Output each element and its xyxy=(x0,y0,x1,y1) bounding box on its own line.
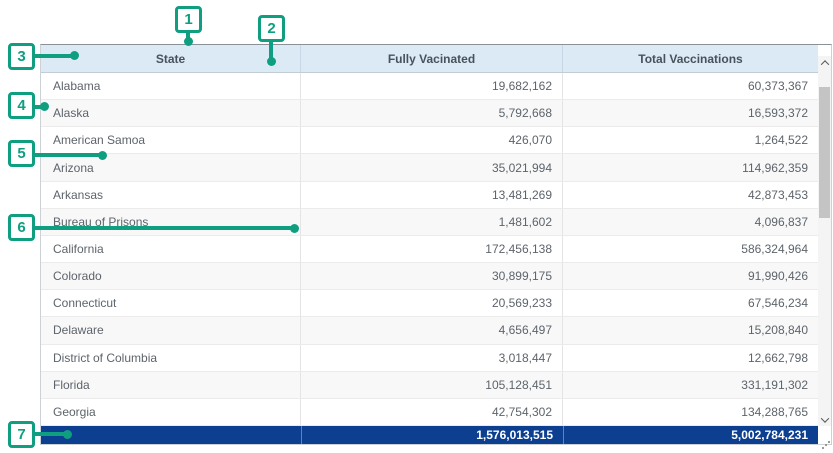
callout-4-number: 4 xyxy=(17,97,25,114)
state-cell: Colorado xyxy=(41,263,301,289)
fully-vaccinated-cell: 4,656,497 xyxy=(301,317,563,343)
total-vaccinations-cell: 42,873,453 xyxy=(563,182,818,208)
total-vaccinations-cell: 16,593,372 xyxy=(563,100,818,126)
state-cell: California xyxy=(41,236,301,262)
state-cell: Alabama xyxy=(41,73,301,99)
state-cell: Arizona xyxy=(41,154,301,180)
callout-1: 1 xyxy=(175,6,202,33)
fully-vaccinated-cell: 42,754,302 xyxy=(301,399,563,425)
state-cell: Delaware xyxy=(41,317,301,343)
summary-state-cell xyxy=(41,426,301,444)
table-row[interactable]: American Samoa426,0701,264,522 xyxy=(41,127,818,154)
summary-fully-vaccinated-cell: 1,576,013,515 xyxy=(301,426,563,444)
callout-4-dot xyxy=(40,102,49,111)
total-vaccinations-cell: 4,096,837 xyxy=(563,209,818,235)
callout-4: 4 xyxy=(8,92,35,119)
callout-7-line xyxy=(35,432,66,436)
callout-5-number: 5 xyxy=(17,145,25,162)
fully-vaccinated-cell: 13,481,269 xyxy=(301,182,563,208)
fully-vaccinated-cell: 5,792,668 xyxy=(301,100,563,126)
table-row[interactable]: Connecticut20,569,23367,546,234 xyxy=(41,290,818,317)
table-row[interactable]: Florida105,128,451331,191,302 xyxy=(41,372,818,399)
table-row[interactable]: District of Columbia3,018,44712,662,798 xyxy=(41,345,818,372)
callout-3: 3 xyxy=(8,43,35,70)
state-cell: American Samoa xyxy=(41,127,301,153)
total-vaccinations-cell: 60,373,367 xyxy=(563,73,818,99)
state-cell: Florida xyxy=(41,372,301,398)
fully-vaccinated-cell: 35,021,994 xyxy=(301,154,563,180)
fully-vaccinated-cell: 19,682,162 xyxy=(301,73,563,99)
total-vaccinations-cell: 114,962,359 xyxy=(563,154,818,180)
table-row[interactable]: Delaware4,656,49715,208,840 xyxy=(41,317,818,344)
vertical-scrollbar[interactable] xyxy=(818,56,831,426)
table-row[interactable]: Colorado30,899,17591,990,426 xyxy=(41,263,818,290)
fully-vaccinated-cell: 3,018,447 xyxy=(301,345,563,371)
callout-6-line xyxy=(35,226,291,230)
summary-row: 1,576,013,515 5,002,784,231 xyxy=(41,426,818,444)
callout-6: 6 xyxy=(8,214,35,241)
total-vaccinations-cell: 331,191,302 xyxy=(563,372,818,398)
chevron-up-icon xyxy=(820,60,828,68)
callout-3-number: 3 xyxy=(17,48,25,65)
fully-vaccinated-cell: 1,481,602 xyxy=(301,209,563,235)
annotated-table-screenshot: State Fully Vacinated Total Vaccinations… xyxy=(0,0,833,453)
total-vaccinations-cell: 15,208,840 xyxy=(563,317,818,343)
callout-3-line xyxy=(35,54,72,58)
callout-2: 2 xyxy=(258,15,285,42)
table-row[interactable]: Alaska5,792,66816,593,372 xyxy=(41,100,818,127)
callout-5: 5 xyxy=(8,140,35,167)
fully-vaccinated-cell: 426,070 xyxy=(301,127,563,153)
fully-vaccinated-cell: 105,128,451 xyxy=(301,372,563,398)
total-vaccinations-cell: 586,324,964 xyxy=(563,236,818,262)
callout-1-number: 1 xyxy=(184,11,192,28)
scroll-up-button[interactable] xyxy=(818,56,831,69)
callout-6-number: 6 xyxy=(17,219,25,236)
summary-total-vaccinations-cell: 5,002,784,231 xyxy=(563,426,818,444)
total-vaccinations-cell: 134,288,765 xyxy=(563,399,818,425)
resize-grip[interactable] xyxy=(822,441,831,450)
state-cell: District of Columbia xyxy=(41,345,301,371)
state-cell: Arkansas xyxy=(41,182,301,208)
fully-vaccinated-cell: 20,569,233 xyxy=(301,290,563,316)
callout-3-dot xyxy=(70,51,79,60)
column-header-state[interactable]: State xyxy=(41,45,301,72)
scroll-down-button[interactable] xyxy=(818,413,831,426)
table-row[interactable]: Alabama19,682,16260,373,367 xyxy=(41,73,818,100)
table-body: Alabama19,682,16260,373,367Alaska5,792,6… xyxy=(41,73,818,426)
chevron-down-icon xyxy=(820,414,828,422)
state-cell: Georgia xyxy=(41,399,301,425)
column-header-fully-vaccinated[interactable]: Fully Vacinated xyxy=(301,45,563,72)
table-row[interactable]: Arizona35,021,994114,962,359 xyxy=(41,154,818,181)
total-vaccinations-cell: 67,546,234 xyxy=(563,290,818,316)
callout-2-number: 2 xyxy=(267,20,275,37)
state-cell: Alaska xyxy=(41,100,301,126)
table-row[interactable]: Bureau of Prisons1,481,6024,096,837 xyxy=(41,209,818,236)
callout-5-dot xyxy=(98,151,107,160)
total-vaccinations-cell: 91,990,426 xyxy=(563,263,818,289)
table-row[interactable]: California172,456,138586,324,964 xyxy=(41,236,818,263)
table-row[interactable]: Arkansas13,481,26942,873,453 xyxy=(41,182,818,209)
total-vaccinations-cell: 1,264,522 xyxy=(563,127,818,153)
total-vaccinations-cell: 12,662,798 xyxy=(563,345,818,371)
state-cell: Bureau of Prisons xyxy=(41,209,301,235)
table-header-row: State Fully Vacinated Total Vaccinations xyxy=(41,45,818,73)
callout-1-dot xyxy=(184,37,193,46)
state-cell: Connecticut xyxy=(41,290,301,316)
fully-vaccinated-cell: 172,456,138 xyxy=(301,236,563,262)
callout-7: 7 xyxy=(8,421,35,448)
fully-vaccinated-cell: 30,899,175 xyxy=(301,263,563,289)
callout-7-number: 7 xyxy=(17,426,25,443)
scrollbar-thumb[interactable] xyxy=(819,87,830,218)
callout-6-dot xyxy=(290,224,299,233)
column-header-total-vaccinations[interactable]: Total Vaccinations xyxy=(563,45,818,72)
callout-2-dot xyxy=(267,57,276,66)
callout-5-line xyxy=(35,153,99,157)
attribute-table: State Fully Vacinated Total Vaccinations… xyxy=(40,44,832,445)
table-row[interactable]: Georgia42,754,302134,288,765 xyxy=(41,399,818,426)
callout-7-dot xyxy=(63,430,72,439)
